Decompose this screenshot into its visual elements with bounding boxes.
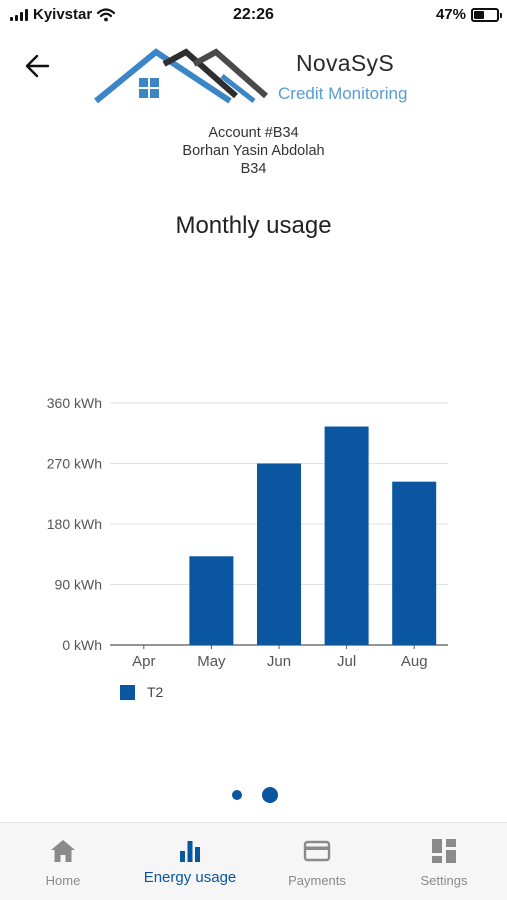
status-time: 22:26 [233,6,274,23]
legend-label: T2 [147,684,164,700]
tab-settings-label: Settings [420,873,468,888]
tab-payments-label: Payments [288,873,346,888]
status-right: 47% [435,6,502,23]
page-title: Monthly usage [175,212,332,239]
account-code: B34 [240,161,267,177]
legend-swatch [120,684,135,700]
x-tick-label: Jun [267,653,291,670]
bar-aug[interactable] [392,481,437,645]
back-arrow-icon[interactable] [20,50,56,82]
y-tick-label: 90 kWh [55,577,102,593]
page-dot-2-active[interactable] [262,787,278,803]
usage-bar-chart: 0 kWh 90 kWh 180 kWh 270 kWh 360 kWh Apr May Ju… [47,395,448,670]
brand-name: NovaSyS [296,50,394,76]
status-left: Kyivstar [10,6,116,23]
y-tick-label: 0 kWh [62,637,102,653]
account-number: Account #B34 [208,125,299,141]
dashboard-icon [432,839,456,863]
page-dot-1[interactable] [232,790,242,800]
bar-chart-icon [180,841,200,862]
y-tick-label: 360 kWh [47,395,102,411]
tab-settings[interactable]: Settings [381,823,507,900]
y-tick-label: 180 kWh [47,516,102,532]
tab-home[interactable]: Home [0,823,126,900]
status-bar: Kyivstar 22:26 47% [0,0,507,30]
bar-jun[interactable] [257,463,301,646]
bar-jul[interactable] [324,426,369,645]
wifi-icon [97,7,116,21]
bar-may[interactable] [189,556,234,645]
signal-icon [10,8,28,21]
battery-icon [471,7,502,22]
chart-legend[interactable]: T2 [120,684,163,700]
x-tick-label: Apr [132,653,155,670]
bottom-tab-bar: Home Energy usage Payments Settings [0,822,507,900]
tab-payments[interactable]: Payments [254,823,380,900]
tab-energy-usage[interactable]: Energy usage [127,823,253,900]
tab-energy-usage-label: Energy usage [143,869,237,886]
home-icon [51,840,75,862]
battery-percent: 47% [435,6,466,23]
tab-home-label: Home [45,873,81,888]
page-indicator [0,786,507,806]
y-tick-label: 270 kWh [47,456,102,472]
brand-subtitle: Credit Monitoring [278,84,408,103]
x-tick-label: Aug [401,653,428,670]
account-info: Account #B34 Borhan Yasin Abdolah B34 [0,124,507,178]
x-tick-label: May [197,653,226,670]
account-holder: Borhan Yasin Abdolah [182,143,325,159]
logo-roofs [94,48,268,104]
logo-window [139,78,159,98]
credit-card-icon [303,840,331,862]
x-tick-label: Jul [337,653,356,670]
carrier-name: Kyivstar [33,6,93,23]
